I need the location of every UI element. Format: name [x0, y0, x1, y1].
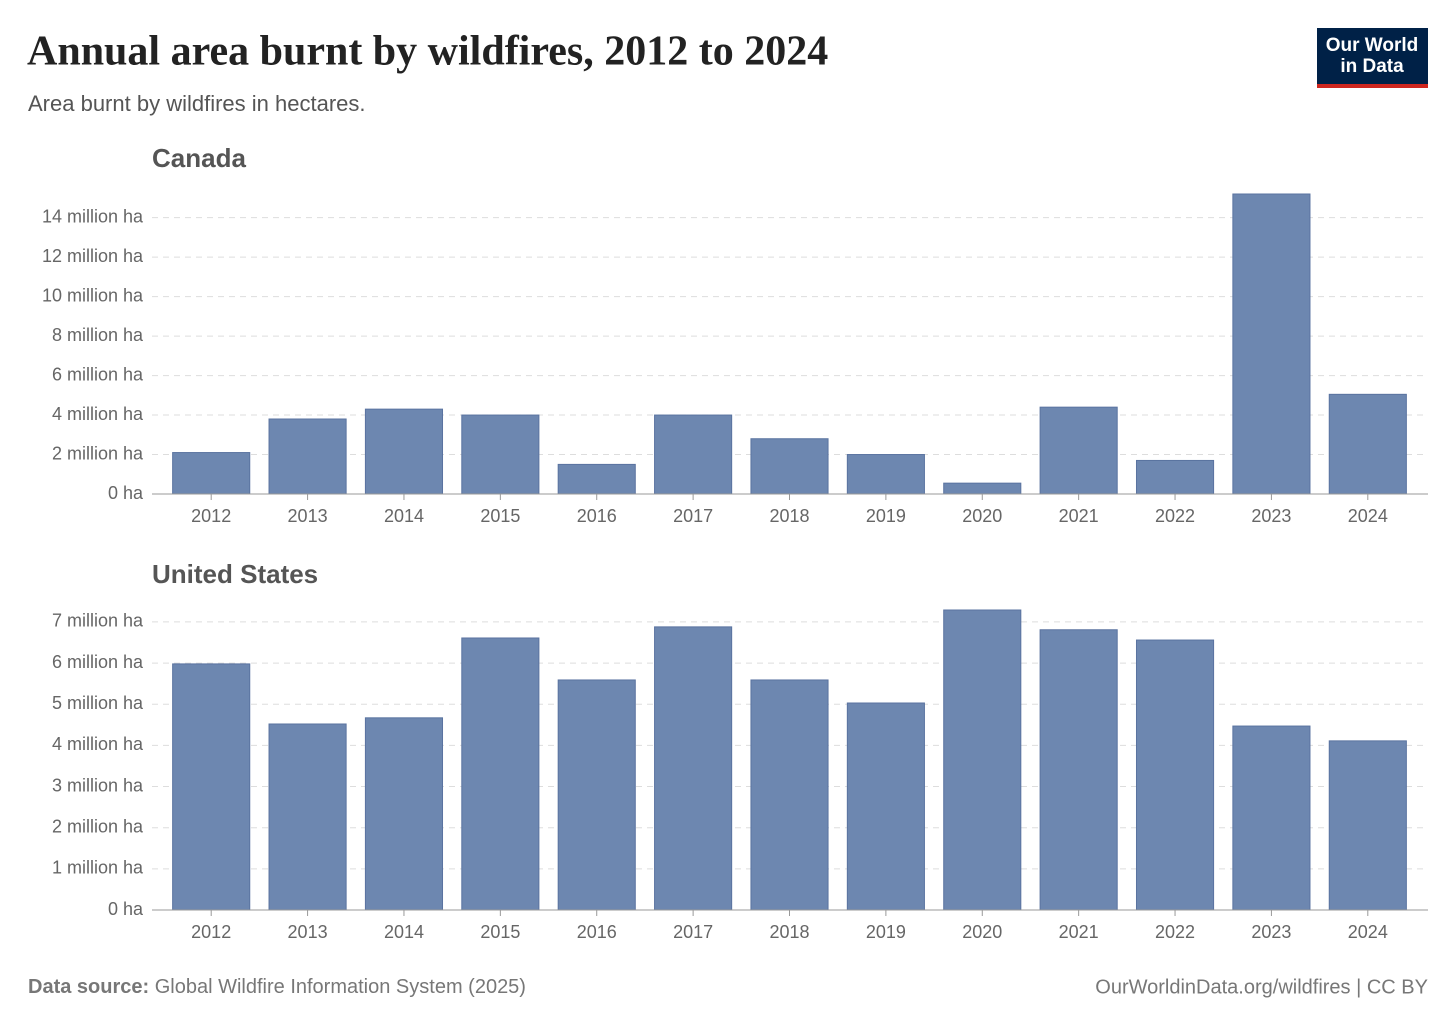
logo-text: Our World [1326, 35, 1419, 56]
x-tick-label: 2012 [191, 922, 231, 942]
bar [268, 418, 347, 495]
bar [557, 679, 636, 911]
bar [654, 626, 733, 911]
x-tick-label: 2022 [1155, 922, 1195, 942]
y-tick-label: 0 ha [108, 899, 144, 919]
y-tick-label: 12 million ha [42, 246, 144, 266]
source-label: Data source: [28, 976, 149, 998]
bar [172, 452, 251, 495]
bar [750, 679, 829, 911]
x-tick-label: 2021 [1059, 506, 1099, 526]
x-tick-label: 2017 [673, 922, 713, 942]
x-tick-label: 2016 [577, 506, 617, 526]
source-text: Global Wildfire Information System (2025… [155, 976, 526, 998]
x-tick-label: 2014 [384, 922, 424, 942]
bar [750, 438, 829, 495]
x-tick-label: 2023 [1251, 506, 1291, 526]
y-tick-label: 1 million ha [52, 858, 144, 878]
y-tick-label: 3 million ha [52, 775, 144, 795]
subtitle: Area burnt by wildfires in hectares. [28, 91, 366, 116]
x-tick-label: 2019 [866, 922, 906, 942]
x-tick-label: 2013 [288, 506, 328, 526]
logo-box [1317, 28, 1428, 84]
y-tick-label: 4 million ha [52, 404, 144, 424]
x-tick-label: 2015 [480, 506, 520, 526]
x-tick-label: 2024 [1348, 922, 1388, 942]
x-tick-label: 2015 [480, 922, 520, 942]
y-tick-label: 6 million ha [52, 652, 144, 672]
chart-title: Annual area burnt by wildfires, 2012 to … [27, 29, 828, 75]
panel-title: United States [152, 559, 318, 589]
x-tick-label: 2017 [673, 506, 713, 526]
y-tick-label: 10 million ha [42, 285, 144, 305]
bar [846, 702, 925, 911]
x-tick-label: 2020 [962, 506, 1002, 526]
y-tick-label: 6 million ha [52, 364, 144, 384]
x-tick-label: 2019 [866, 506, 906, 526]
url: OurWorldinData.org/wildfires | CC BY [1095, 976, 1428, 998]
y-tick-label: 4 million ha [52, 734, 144, 754]
x-tick-label: 2020 [962, 922, 1002, 942]
x-tick-label: 2023 [1251, 922, 1291, 942]
y-tick-label: 2 million ha [52, 816, 144, 836]
source: Data source: Global Wildfire Information… [28, 976, 526, 998]
x-tick-label: 2016 [577, 922, 617, 942]
panel-title: Canada [152, 143, 246, 173]
x-tick-label: 2012 [191, 506, 231, 526]
y-tick-label: 14 million ha [42, 206, 144, 226]
bar [172, 663, 251, 911]
bar [364, 408, 444, 495]
bar [1328, 740, 1407, 911]
bar [1135, 639, 1215, 911]
x-tick-label: 2018 [769, 922, 809, 942]
bar [1232, 725, 1311, 911]
x-tick-label: 2022 [1155, 506, 1195, 526]
logo-text: in Data [1340, 56, 1404, 77]
logo-stripe [1317, 84, 1428, 88]
x-tick-label: 2021 [1059, 922, 1099, 942]
y-tick-label: 7 million ha [52, 611, 144, 631]
bar [846, 454, 925, 495]
bar [943, 482, 1022, 495]
y-tick-label: 5 million ha [52, 693, 144, 713]
bar [1039, 629, 1118, 911]
x-tick-label: 2014 [384, 506, 424, 526]
bar [364, 717, 444, 911]
bar [461, 637, 540, 911]
x-tick-label: 2018 [769, 506, 809, 526]
bar [268, 723, 347, 911]
x-tick-label: 2024 [1348, 506, 1388, 526]
bar [1135, 459, 1215, 495]
bar [461, 414, 540, 495]
bar [557, 463, 636, 495]
y-tick-label: 8 million ha [52, 325, 144, 345]
y-tick-label: 0 ha [108, 483, 144, 503]
y-tick-label: 2 million ha [52, 443, 144, 463]
bar [654, 414, 733, 495]
x-tick-label: 2013 [288, 922, 328, 942]
bar [1039, 406, 1118, 495]
bar [1328, 393, 1407, 495]
bar [943, 609, 1022, 911]
bar [1232, 193, 1311, 495]
